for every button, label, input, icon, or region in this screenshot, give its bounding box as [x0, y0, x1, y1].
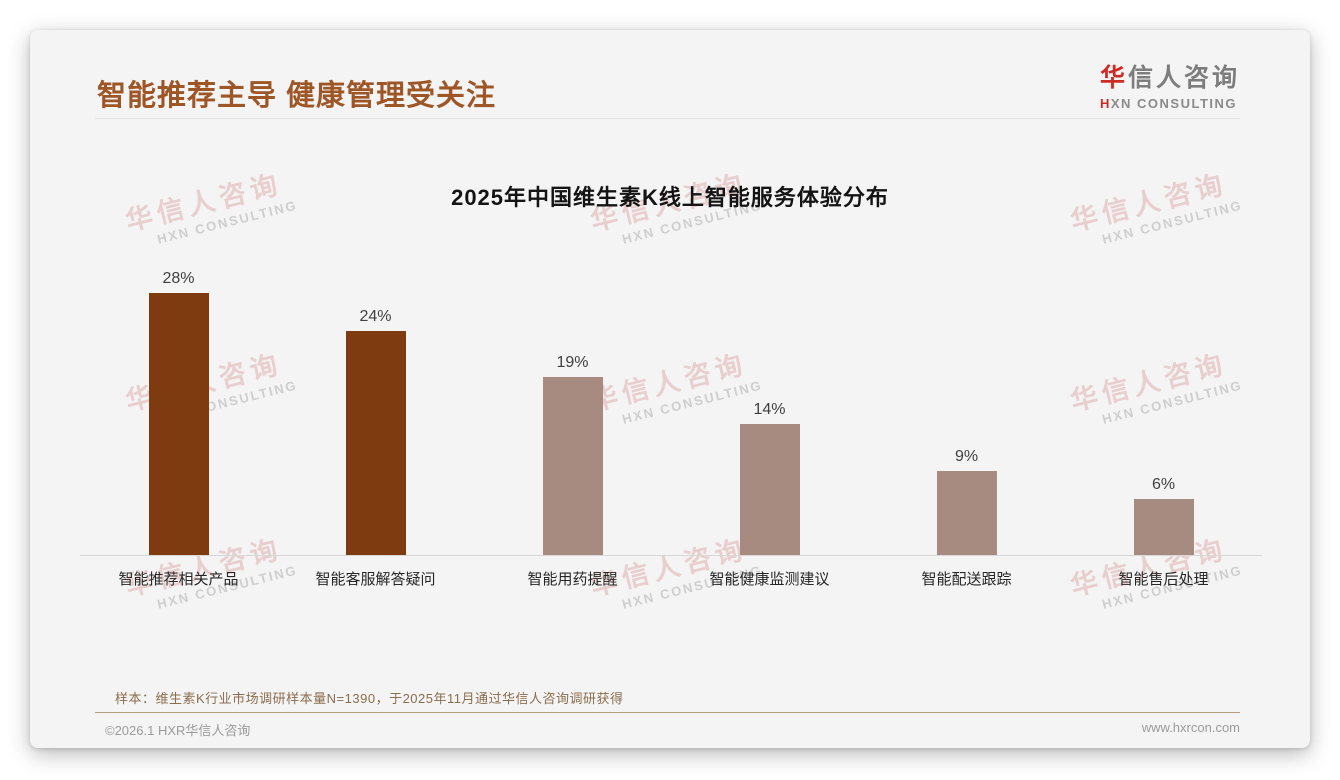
website-url: www.hxrcon.com [1141, 720, 1240, 735]
bar-value-label: 28% [162, 270, 195, 287]
logo-chinese-text: 华信人咨询 [1100, 58, 1240, 94]
copyright-text: ©2026.1 HXR华信人咨询 [105, 723, 251, 738]
footer: ©2026.1 HXR华信人咨询 www.hxrcon.com [105, 720, 1240, 739]
bar [345, 331, 406, 555]
sample-note: 样本：维生素K行业市场调研样本量N=1390，于2025年11月通过华信人咨询调… [115, 691, 624, 706]
bar-value-label: 24% [359, 308, 392, 325]
category-label: 智能用药提醒 [527, 571, 618, 588]
footer-divider [95, 712, 1240, 713]
bar [148, 293, 209, 555]
logo-zh-rest: 信人咨询 [1127, 64, 1240, 92]
bar-value-label: 6% [1151, 476, 1176, 493]
bar-value-label: 9% [954, 448, 979, 465]
category-label: 智能售后处理 [1118, 571, 1209, 588]
logo-en-accent: H [1099, 96, 1111, 111]
category-label: 智能配送跟踪 [921, 571, 1012, 588]
bar-value-label: 14% [753, 401, 786, 418]
bar-chart: 28% 24% 19% 14% 9% 6% [80, 250, 1262, 555]
page-title: 智能推荐主导 健康管理受关注 [97, 80, 497, 112]
category-axis: 智能推荐相关产品 智能客服解答疑问 智能用药提醒 智能健康监测建议 智能配送跟踪 智能售后… [80, 568, 1262, 589]
company-logo: 华信人咨询 HXN CONSULTING [1100, 58, 1240, 111]
bar [542, 377, 603, 555]
bar-value-label: 19% [556, 354, 589, 371]
chart-column: 6% [1065, 250, 1262, 555]
bar [936, 471, 997, 555]
chart-column: 24% [277, 250, 474, 555]
chart-column: 19% [474, 250, 671, 555]
category-label: 智能健康监测建议 [709, 571, 830, 588]
chart-title: 2025年中国维生素K线上智能服务体验分布 [451, 185, 889, 210]
bar [739, 424, 800, 555]
chart-column: 14% [671, 250, 868, 555]
chart-column: 9% [868, 250, 1065, 555]
chart-column: 28% [80, 250, 277, 555]
logo-zh-accent: 华 [1099, 64, 1128, 92]
logo-en-rest: XN CONSULTING [1110, 96, 1238, 111]
logo-english-text: HXN CONSULTING [1100, 96, 1240, 111]
slide-card: 华信人咨询 HXN CONSULTING 华信人咨询 HXN CONSULTING 华信… [30, 30, 1310, 748]
category-label: 智能客服解答疑问 [315, 571, 436, 588]
bar [1133, 499, 1194, 555]
category-label: 智能推荐相关产品 [118, 571, 239, 588]
header-divider [95, 118, 1240, 119]
x-axis-line [80, 555, 1262, 556]
